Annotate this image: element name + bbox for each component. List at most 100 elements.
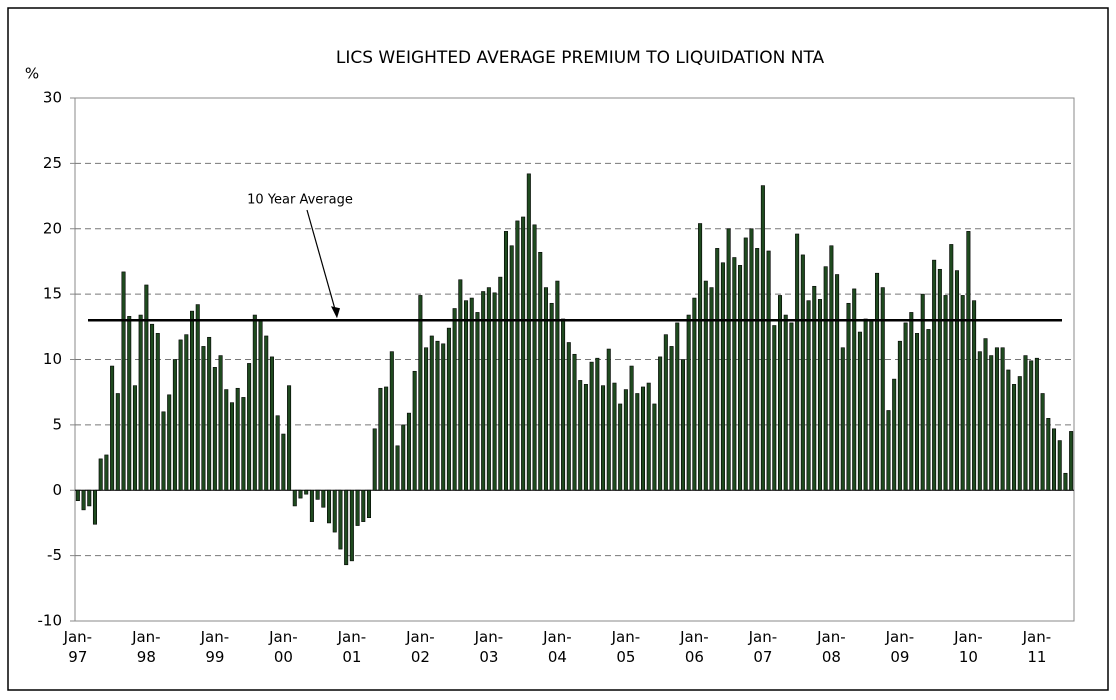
bar (806, 300, 811, 491)
x-tick-label: Jan- 00 (269, 628, 298, 666)
bar (863, 318, 868, 491)
bar (972, 300, 977, 491)
bar (498, 276, 503, 491)
bar (960, 295, 965, 491)
bar (920, 293, 925, 491)
bar (229, 402, 234, 491)
y-tick-label: 20 (43, 219, 62, 237)
bar (760, 185, 765, 491)
bar (823, 266, 828, 491)
bar (115, 393, 120, 491)
x-tick-label: Jan- 09 (885, 628, 915, 666)
bar (372, 428, 377, 491)
y-tick-label: -5 (47, 546, 62, 564)
bar (777, 295, 783, 491)
bar (1017, 376, 1022, 491)
bar (606, 348, 611, 491)
bar (840, 347, 845, 491)
bar (201, 346, 206, 491)
bar (526, 173, 531, 491)
bar (726, 228, 731, 491)
bar (1057, 440, 1062, 491)
bar (1000, 347, 1005, 491)
bar (698, 223, 703, 491)
bar (446, 327, 451, 491)
bar (150, 323, 155, 491)
bar (675, 322, 680, 491)
bar (75, 489, 80, 502)
bar (218, 355, 223, 491)
arrow-head (331, 306, 340, 319)
bar (132, 385, 137, 491)
bar (515, 220, 520, 491)
bar (812, 285, 817, 491)
bar (926, 329, 931, 491)
bar (207, 336, 212, 491)
bar (772, 325, 777, 491)
bar (549, 302, 554, 491)
bar (492, 292, 497, 491)
bar (589, 361, 594, 491)
bar (692, 297, 697, 491)
bar (1012, 384, 1017, 491)
bar (1023, 355, 1028, 491)
bar (212, 367, 217, 491)
y-tick-label: 10 (43, 350, 62, 368)
bar (304, 489, 309, 495)
bar (720, 262, 725, 491)
x-tick-label: Jan- 11 (1022, 628, 1052, 666)
bar (481, 291, 486, 491)
bar (789, 322, 794, 491)
bar (366, 489, 372, 519)
bar (989, 355, 994, 491)
bar (167, 394, 172, 491)
bar (732, 257, 737, 491)
bar (281, 433, 286, 491)
bar (578, 380, 583, 491)
x-tick-label: Jan- 97 (63, 628, 93, 666)
bar (583, 384, 588, 491)
bar (994, 347, 999, 491)
bar (406, 412, 411, 491)
bar (264, 335, 269, 491)
bar (875, 272, 880, 491)
bar (121, 271, 126, 491)
x-tick-label: Jan- 99 (200, 628, 230, 666)
bar (1040, 393, 1045, 491)
bar (1029, 360, 1034, 491)
x-tick-label: Jan- 06 (680, 628, 709, 666)
bar (235, 387, 240, 491)
bar (601, 385, 606, 491)
x-tick-label: Jan- 07 (748, 628, 778, 666)
bar (292, 489, 297, 507)
bar (612, 382, 617, 491)
bar (509, 245, 514, 491)
bar (646, 382, 651, 491)
bar (1006, 369, 1011, 491)
bar (652, 403, 657, 491)
bar (846, 302, 851, 491)
bar (555, 280, 560, 491)
bar (932, 259, 937, 491)
bar (441, 343, 446, 491)
bar (766, 250, 771, 491)
bar (852, 288, 857, 491)
bar (658, 356, 663, 491)
bar (829, 245, 834, 491)
bar (663, 334, 668, 491)
bar (464, 300, 469, 491)
bar (703, 280, 708, 491)
bar (949, 244, 954, 491)
bar (618, 403, 623, 491)
bar (190, 310, 195, 491)
bar (521, 216, 526, 491)
bar (738, 265, 743, 491)
bar (561, 318, 566, 491)
bar (258, 319, 263, 491)
y-tick-label: -10 (38, 612, 63, 630)
y-tick-label: 30 (43, 89, 62, 107)
x-tick-label: Jan- 03 (474, 628, 504, 666)
bar (1046, 418, 1051, 491)
bar (857, 331, 862, 491)
